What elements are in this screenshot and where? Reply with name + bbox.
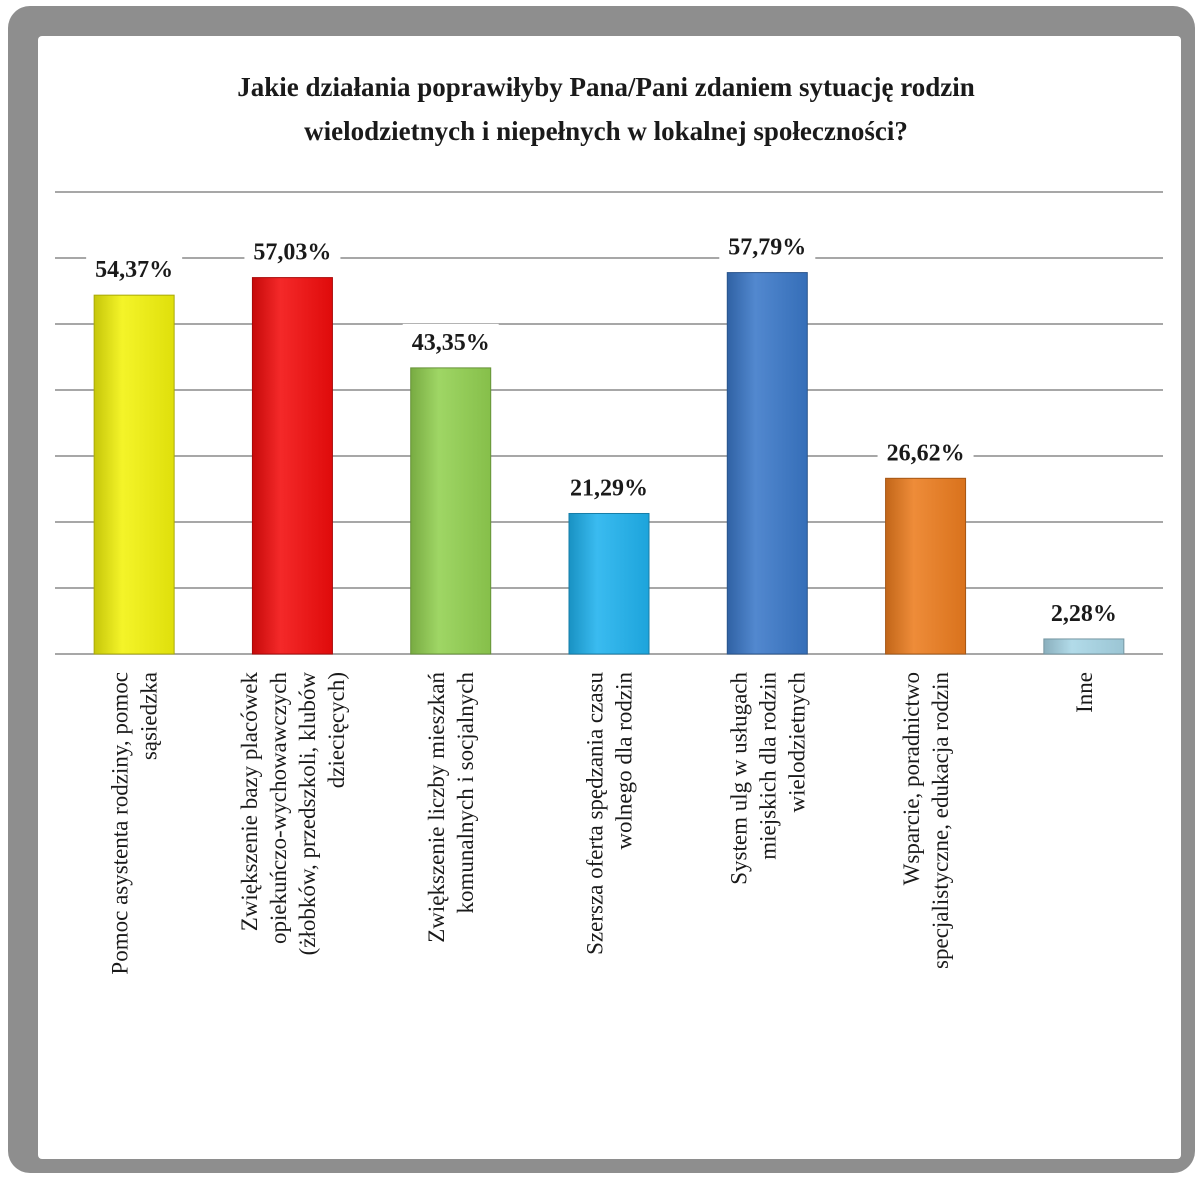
- chart-title: Jakie działania poprawiłyby Pana/Pani zd…: [237, 72, 975, 146]
- value-label: 43,35%: [412, 330, 490, 356]
- category-label: Zwiększenie liczby mieszkań komunalnych i…: [424, 672, 478, 943]
- category-label-line: Inne: [1072, 672, 1097, 713]
- category-label-line: opiekuńczo-wychowawczych: [266, 672, 291, 945]
- category-label: Inne: [1072, 672, 1097, 713]
- category-label-line: (żłobków, przedszkoli, klubów: [295, 672, 320, 956]
- category-label: Szersza oferta spędzania czasu wolnego dl…: [583, 672, 637, 955]
- bar: [251, 277, 333, 655]
- category-label: Zwiększenie bazy placówek opiekuńczo-wych…: [237, 672, 349, 956]
- category-label-line: Szersza oferta spędzania czasu: [583, 672, 608, 955]
- category-label-line: sąsiedzka: [137, 672, 162, 760]
- value-label-background: [719, 228, 816, 263]
- category-label: System ulg w usługach miejskich dla rodzi…: [726, 672, 809, 885]
- category-label-line: specjalistyczne, edukacja rodzin: [928, 672, 953, 969]
- value-label-background: [402, 323, 499, 358]
- value-label: 57,03%: [253, 240, 331, 266]
- category-label-line: komunalnych i socjalnych: [453, 672, 478, 914]
- value-label-background: [561, 469, 657, 504]
- bar: [1043, 638, 1125, 655]
- value-label-background: [1035, 594, 1132, 629]
- category-label-line: Pomoc asystenta rodziny, pomoc: [108, 672, 133, 975]
- category-label-line: wolnego dla rodzin: [612, 672, 637, 850]
- bar: [410, 367, 492, 655]
- value-label: 54,37%: [95, 257, 173, 283]
- category-label-line: miejskich dla rodzin: [755, 672, 780, 860]
- category-label-line: wielodzietnych: [784, 672, 809, 813]
- bar: [885, 477, 967, 655]
- value-label-background: [86, 251, 183, 286]
- value-labels: 54,37% 57,03% 43,35% 21,29% 57,79% 26,62% 2,28…: [86, 228, 1132, 629]
- category-label-line: Wsparcie, poradnictwo: [899, 672, 924, 885]
- bar: [93, 294, 175, 655]
- value-label-background: [877, 434, 974, 469]
- category-labels: Pomoc asystenta rodziny, pomoc sąsiedzka Z…: [108, 672, 1097, 975]
- value-label: 2,28%: [1051, 601, 1117, 627]
- value-label: 57,79%: [728, 235, 806, 261]
- category-label-line: System ulg w usługach: [726, 672, 751, 885]
- bar: [726, 272, 808, 655]
- category-label-line: Zwiększenie liczby mieszkań: [424, 672, 449, 943]
- category-label-line: dziecięcych): [324, 672, 349, 788]
- category-label: Pomoc asystenta rodziny, pomoc sąsiedzka: [108, 672, 162, 975]
- value-label: 21,29%: [570, 475, 648, 501]
- category-label-line: Zwiększenie bazy placówek: [237, 672, 262, 932]
- bars: [93, 272, 1125, 655]
- bar: [568, 512, 650, 655]
- chart-title-line: wielodzietnych i niepełnych w lokalnej s…: [304, 116, 908, 146]
- chart-title-line: Jakie działania poprawiłyby Pana/Pani zd…: [237, 72, 975, 102]
- category-label: Wsparcie, poradnictwo specjalistyczne, ed…: [899, 672, 953, 969]
- value-label: 26,62%: [887, 440, 965, 466]
- value-label-background: [244, 233, 341, 268]
